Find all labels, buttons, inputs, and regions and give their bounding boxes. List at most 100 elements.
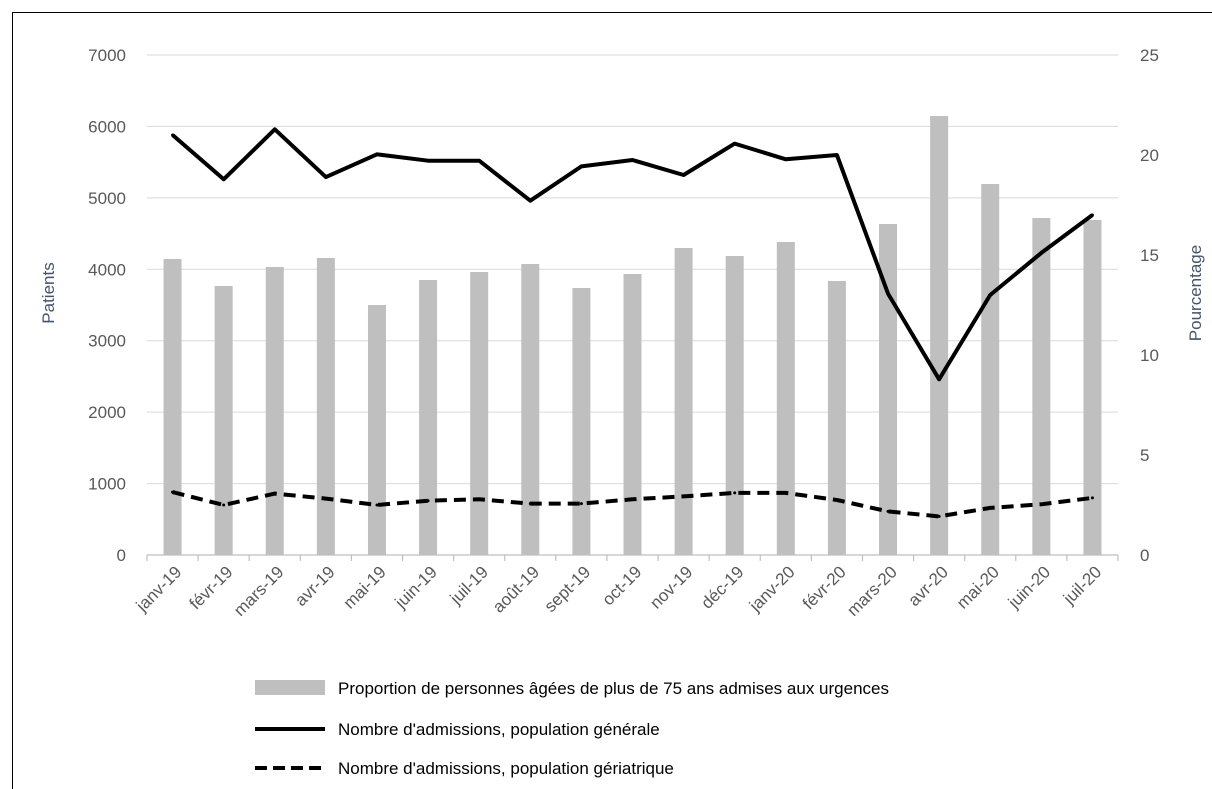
x-tick-label: nov-19 — [646, 562, 696, 612]
line-point — [937, 514, 941, 518]
bar — [470, 272, 489, 555]
line-point — [988, 506, 992, 510]
bar — [827, 281, 846, 555]
x-tick-label: avr-19 — [291, 562, 339, 610]
bar — [879, 224, 898, 555]
bar — [623, 274, 642, 555]
x-tick-label: juin-20 — [1004, 562, 1054, 612]
y-right-tick-label: 20 — [1140, 146, 1159, 165]
y-axis-right-title: Pourcentage — [1186, 245, 1205, 341]
x-tick-label: juil-20 — [1059, 562, 1105, 608]
x-tick-label: juil-19 — [446, 562, 492, 608]
y-right-tick-label: 0 — [1140, 546, 1149, 565]
bar — [316, 258, 335, 555]
bar — [214, 286, 233, 555]
bar — [725, 256, 744, 555]
line-point — [835, 153, 839, 157]
line-point — [1090, 496, 1094, 500]
line-point — [171, 490, 175, 494]
line-point — [171, 133, 175, 137]
line-point — [988, 293, 992, 297]
line-point — [682, 494, 686, 498]
bar-series — [163, 116, 1102, 555]
x-tick-label: mai-20 — [953, 562, 1003, 612]
line-point — [324, 497, 328, 501]
line-point — [886, 509, 890, 513]
y-axis-left-ticks: 0 1000 2000 3000 4000 5000 6000 7000 — [88, 46, 126, 565]
y-left-tick-label: 2000 — [88, 403, 126, 422]
line-point — [528, 199, 532, 203]
line-point — [426, 499, 430, 503]
y-axis-left-title: Patients — [39, 262, 58, 323]
line-point — [375, 503, 379, 507]
legend-label-dashed-line: Nombre d'admissions, population gériatri… — [338, 759, 674, 778]
x-tick-label: oct-19 — [598, 562, 645, 609]
x-tick-label: sept-19 — [541, 562, 595, 616]
y-left-tick-label: 0 — [117, 546, 126, 565]
y-axis-right-ticks: 0 5 10 15 20 25 — [1140, 46, 1159, 565]
axes — [146, 554, 1119, 561]
bar — [776, 242, 795, 555]
x-tick-label: août-19 — [489, 562, 543, 616]
y-left-tick-label: 3000 — [88, 332, 126, 351]
line-point — [273, 492, 277, 496]
y-right-tick-label: 10 — [1140, 346, 1159, 365]
chart-frame — [12, 12, 1212, 789]
y-right-tick-label: 15 — [1140, 246, 1159, 265]
line-point — [631, 497, 634, 501]
y-right-tick-label: 5 — [1140, 446, 1149, 465]
y-left-tick-label: 4000 — [88, 260, 126, 279]
line-point — [1039, 502, 1043, 506]
legend-swatch-bar — [255, 680, 325, 695]
line-point — [835, 498, 839, 502]
line-point — [784, 491, 788, 495]
y-right-tick-label: 25 — [1140, 46, 1159, 65]
bar — [981, 184, 1000, 555]
bar — [674, 248, 693, 555]
line-point — [733, 491, 737, 495]
y-left-tick-label: 5000 — [88, 189, 126, 208]
bar — [367, 305, 386, 555]
line-point — [273, 127, 277, 131]
line-point — [528, 502, 532, 506]
x-tick-label: mars-19 — [230, 562, 288, 620]
line-series — [171, 127, 1094, 519]
bar — [572, 288, 591, 555]
line-point — [426, 159, 430, 163]
x-tick-label: janv-20 — [745, 562, 799, 616]
line-point — [579, 164, 583, 168]
legend: Proportion de personnes âgées de plus de… — [255, 679, 889, 778]
x-tick-label: janv-19 — [132, 562, 186, 616]
x-tick-label: mars-20 — [843, 562, 901, 620]
legend-label-bar: Proportion de personnes âgées de plus de… — [338, 679, 889, 698]
line-point — [477, 159, 481, 163]
x-tick-label: avr-20 — [904, 562, 952, 610]
x-tick-label: mai-19 — [340, 562, 390, 612]
x-tick-label: févr-19 — [186, 562, 237, 613]
line-point — [477, 497, 481, 501]
y-left-tick-label: 6000 — [88, 117, 126, 136]
x-tick-label: juin-19 — [391, 562, 441, 612]
line-point — [375, 152, 379, 156]
y-left-tick-label: 1000 — [88, 475, 126, 494]
line-point — [682, 173, 686, 177]
bar — [265, 267, 284, 555]
bar — [930, 116, 949, 555]
line-point — [1090, 213, 1094, 217]
y-left-tick-label: 7000 — [88, 46, 126, 65]
bar — [1032, 218, 1051, 555]
line-point — [631, 158, 634, 162]
legend-label-solid-line: Nombre d'admissions, population générale — [338, 720, 660, 739]
line-point — [733, 142, 737, 146]
bar — [1083, 220, 1102, 555]
line-point — [937, 377, 941, 381]
x-tick-label: déc-19 — [697, 562, 747, 612]
line-point — [784, 157, 788, 161]
line-point — [1039, 251, 1043, 255]
line-point — [222, 177, 226, 181]
line-point — [579, 502, 583, 506]
x-tick-label: févr-20 — [799, 562, 850, 613]
bar — [521, 264, 540, 555]
